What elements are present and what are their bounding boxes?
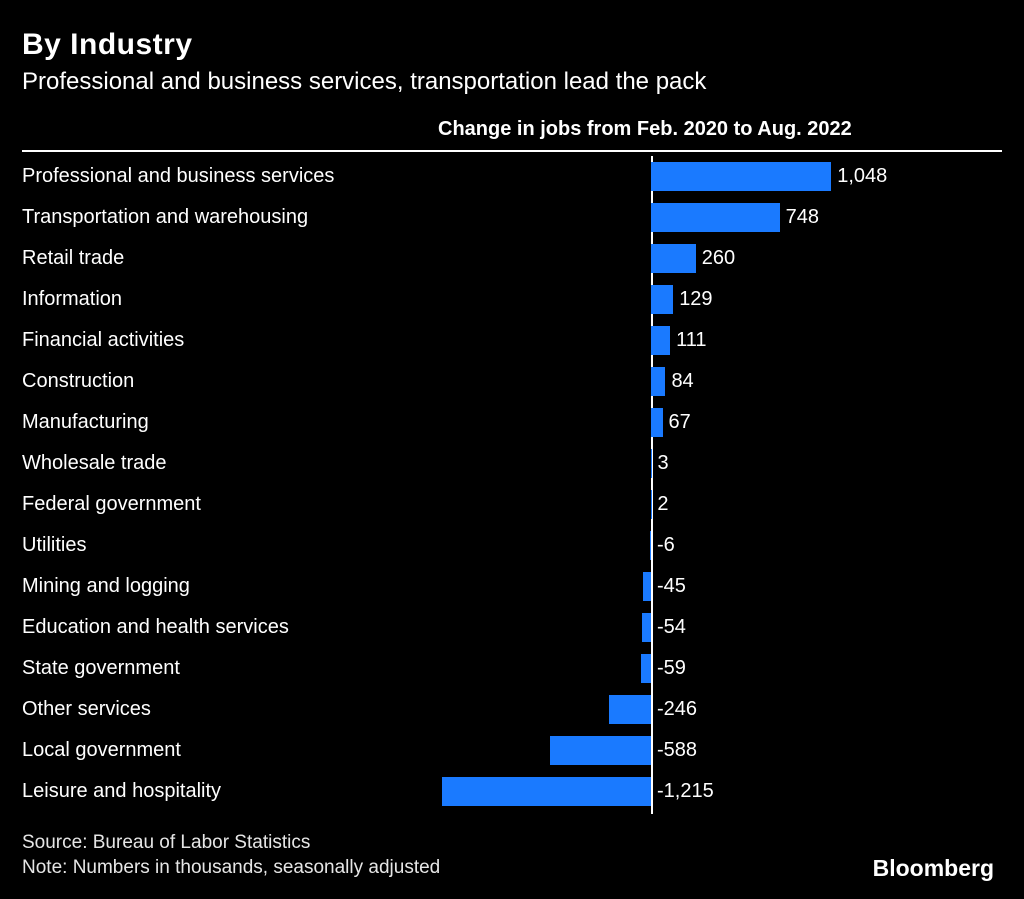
chart-row: Professional and business services 1,048 bbox=[22, 156, 1002, 197]
bar-positive bbox=[651, 408, 663, 437]
chart-row: Education and health services -54 bbox=[22, 607, 1002, 648]
bar-negative bbox=[641, 613, 651, 642]
bar-positive bbox=[651, 162, 832, 191]
bar-negative bbox=[640, 654, 651, 683]
category-label: Education and health services bbox=[22, 616, 289, 638]
category-label: Local government bbox=[22, 739, 181, 761]
chart-row: Utilities -6 bbox=[22, 525, 1002, 566]
bar-rows-container: Professional and business services 1,048 T… bbox=[22, 156, 1002, 812]
category-label: Utilities bbox=[22, 534, 87, 556]
value-label: -59 bbox=[657, 657, 686, 679]
chart-row: State government -59 bbox=[22, 648, 1002, 689]
chart-row: Wholesale trade 3 bbox=[22, 443, 1002, 484]
bar-negative bbox=[649, 531, 651, 560]
chart-row: Information 129 bbox=[22, 279, 1002, 320]
chart-title: By Industry bbox=[22, 28, 193, 61]
value-label: -1,215 bbox=[657, 780, 714, 802]
value-label: -246 bbox=[657, 698, 698, 720]
value-label: -45 bbox=[657, 575, 686, 597]
value-label: 260 bbox=[701, 247, 736, 269]
value-label: -588 bbox=[657, 739, 698, 761]
category-label: Other services bbox=[22, 698, 151, 720]
bar-negative bbox=[549, 736, 651, 765]
value-label: 84 bbox=[671, 370, 694, 392]
header-divider-line bbox=[22, 150, 1002, 152]
value-label: 3 bbox=[657, 452, 669, 474]
value-label: 748 bbox=[785, 206, 820, 228]
chart-row: Other services -246 bbox=[22, 689, 1002, 730]
category-label: Federal government bbox=[22, 493, 201, 515]
bar-positive bbox=[651, 203, 780, 232]
zero-axis-line bbox=[651, 156, 653, 814]
value-label: 129 bbox=[679, 288, 713, 310]
category-label: Mining and logging bbox=[22, 575, 190, 597]
category-label: Information bbox=[22, 288, 123, 310]
chart-row: Construction 84 bbox=[22, 361, 1002, 402]
bloomberg-logo: Bloomberg bbox=[872, 855, 994, 881]
value-label: -6 bbox=[657, 534, 675, 556]
bar-positive bbox=[651, 367, 666, 396]
value-label: -54 bbox=[657, 616, 686, 638]
value-label: 2 bbox=[657, 493, 669, 515]
chart-row: Local government -588 bbox=[22, 730, 1002, 771]
category-label: Financial activities bbox=[22, 329, 185, 351]
chart-row: Federal government 2 bbox=[22, 484, 1002, 525]
bar-positive bbox=[651, 326, 671, 355]
bar-negative bbox=[442, 777, 651, 806]
category-label: Manufacturing bbox=[22, 411, 149, 433]
bar-positive bbox=[651, 449, 652, 478]
value-label: 111 bbox=[676, 329, 707, 351]
axis-title: Change in jobs from Feb. 2020 to Aug. 20… bbox=[438, 118, 852, 140]
category-label: Leisure and hospitality bbox=[22, 780, 222, 802]
chart-subtitle: Professional and business services, tran… bbox=[22, 68, 707, 95]
source-text: Source: Bureau of Labor Statistics bbox=[22, 832, 311, 853]
chart-row: Financial activities 111 bbox=[22, 320, 1002, 361]
bar-positive bbox=[651, 285, 674, 314]
category-label: Retail trade bbox=[22, 247, 125, 269]
chart-row: Manufacturing 67 bbox=[22, 402, 1002, 443]
category-label: State government bbox=[22, 657, 180, 679]
value-label: 1,048 bbox=[837, 165, 888, 187]
chart-row: Mining and logging -45 bbox=[22, 566, 1002, 607]
chart-row: Leisure and hospitality -1,215 bbox=[22, 771, 1002, 812]
category-label: Wholesale trade bbox=[22, 452, 167, 474]
bar-positive bbox=[651, 244, 696, 273]
chart-row: Retail trade 260 bbox=[22, 238, 1002, 279]
plot-area: Professional and business services 1,048 T… bbox=[22, 156, 1002, 814]
bar-negative bbox=[643, 572, 651, 601]
category-label: Transportation and warehousing bbox=[22, 206, 309, 228]
chart-row: Transportation and warehousing 748 bbox=[22, 197, 1002, 238]
category-label: Construction bbox=[22, 370, 135, 392]
bar-negative bbox=[608, 695, 651, 724]
value-label: 67 bbox=[668, 411, 691, 433]
category-label: Professional and business services bbox=[22, 165, 335, 187]
note-text: Note: Numbers in thousands, seasonally a… bbox=[22, 857, 441, 878]
